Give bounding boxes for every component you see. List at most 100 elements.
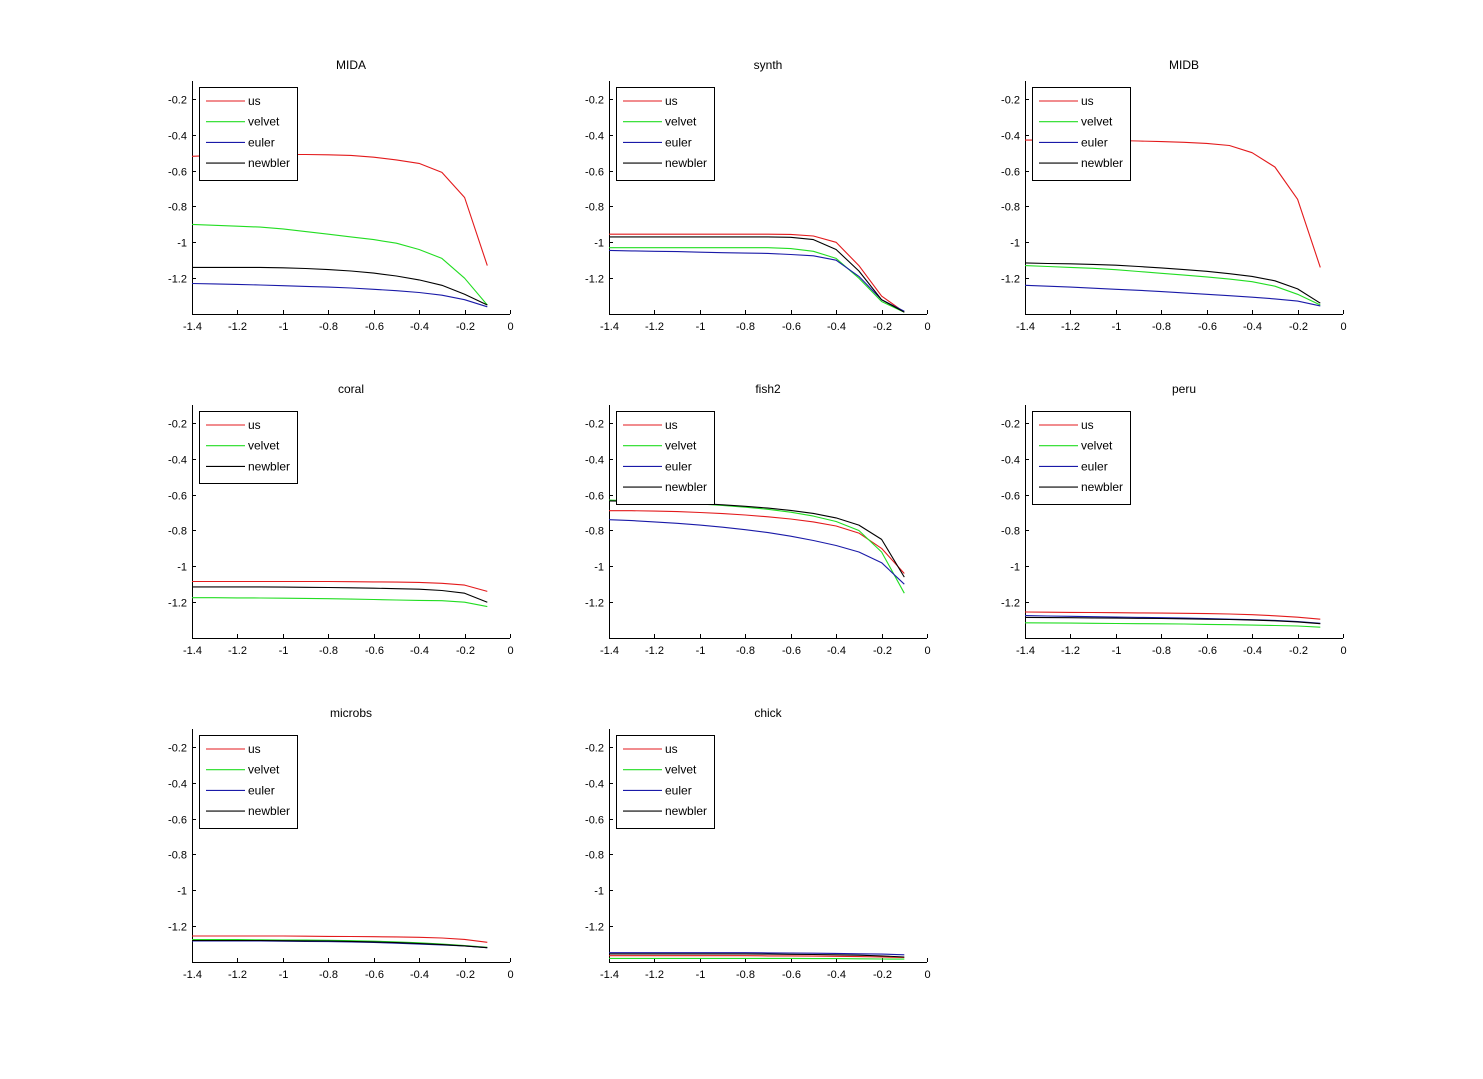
x-tick-label: -0.2 (873, 645, 892, 657)
chart-panel-mida: MIDA -1.4 -1.2 -1 -0.8 -0.6 -0.4 -0.2 0 -0.2 -0.4 -… (168, 58, 514, 333)
y-tick-label: -1.2 (1001, 598, 1020, 610)
y-tick-label: -0.2 (585, 95, 604, 107)
series-line-newbler (608, 500, 905, 578)
y-tick-label: -1.2 (1001, 274, 1020, 286)
x-tick-label: -1.4 (600, 969, 619, 981)
y-tick-label: -0.4 (1001, 131, 1020, 143)
x-tick-label: -1 (279, 645, 289, 657)
x-tick-label: -0.4 (410, 969, 429, 981)
chart-panel-microbs: microbs -1.4 -1.2 -1 -0.8 -0.6 -0.4 -0.2 0 -0.2 -0… (168, 706, 514, 981)
x-tick-label: -1.2 (1061, 321, 1080, 333)
y-tick-label: -1 (594, 886, 604, 898)
x-tick-label: -1.2 (1061, 645, 1080, 657)
y-tick-label: -1.2 (585, 598, 604, 610)
y-tick-label: -0.2 (585, 743, 604, 755)
series-line-newbler (192, 939, 488, 949)
x-tick-label: -0.4 (410, 645, 429, 657)
legend-label-velvet: velvet (1081, 439, 1113, 453)
series-line-euler (608, 249, 905, 312)
y-tick-label: -0.6 (168, 491, 187, 503)
legend-box (616, 87, 715, 181)
legend-label-velvet: velvet (248, 115, 280, 129)
y-tick-label: -0.8 (1001, 526, 1020, 538)
x-tick-label: -0.8 (736, 969, 755, 981)
x-tick-label: -0.2 (873, 321, 892, 333)
series-line-us (609, 510, 905, 574)
x-tick-label: -1 (279, 321, 289, 333)
y-tick-label: -1 (177, 238, 187, 250)
legend: us velvet euler newbler (1032, 87, 1131, 181)
x-tick-label: -0.2 (456, 321, 475, 333)
chart-title: MIDB (1169, 58, 1199, 72)
x-tick-label: -0.4 (827, 321, 846, 333)
legend-label-newbler: newbler (665, 156, 707, 170)
legend-label-us: us (248, 418, 261, 432)
y-tick-label: -0.8 (585, 202, 604, 214)
x-tick-label: -1.4 (183, 321, 202, 333)
chart-title: synth (754, 58, 783, 72)
x-tick-label: -1.4 (600, 645, 619, 657)
legend-label-euler: euler (665, 783, 692, 797)
x-tick-label: -0.4 (410, 321, 429, 333)
y-tick-label: -0.8 (1001, 202, 1020, 214)
legend-box (616, 735, 715, 829)
y-tick-label: -0.4 (168, 131, 187, 143)
x-tick-label: -1.2 (228, 321, 247, 333)
x-tick-label: -1.2 (645, 321, 664, 333)
legend-label-euler: euler (248, 135, 275, 149)
x-tick-label: 0 (924, 969, 930, 981)
y-tick-label: -0.6 (585, 815, 604, 827)
y-tick-label: -0.8 (585, 526, 604, 538)
series-line-velvet (192, 597, 488, 608)
legend-label-us: us (665, 94, 678, 108)
x-tick-label: -1.2 (228, 645, 247, 657)
y-tick-label: -1.2 (585, 922, 604, 934)
legend-box (199, 87, 298, 181)
legend-label-us: us (1081, 94, 1094, 108)
chart-panel-chick: chick -1.4 -1.2 -1 -0.8 -0.6 -0.4 -0.2 0 -0.2 -0.4… (585, 706, 931, 981)
y-tick-label: -0.6 (585, 491, 604, 503)
x-tick-label: -1.2 (228, 969, 247, 981)
x-tick-label: -1.4 (1016, 321, 1035, 333)
series-line-us (609, 233, 905, 313)
series-line-velvet (608, 499, 905, 594)
y-tick-label: -1.2 (168, 922, 187, 934)
legend-label-newbler: newbler (665, 804, 707, 818)
x-tick-label: 0 (924, 645, 930, 657)
x-tick-label: -0.6 (365, 321, 384, 333)
series-line-newbler (1024, 262, 1321, 304)
legend-label-euler: euler (248, 783, 275, 797)
x-tick-label: -1 (1112, 321, 1122, 333)
x-tick-label: -0.6 (782, 969, 801, 981)
x-tick-label: -0.8 (736, 645, 755, 657)
y-tick-label: -1 (177, 886, 187, 898)
series-line-newbler (609, 953, 905, 958)
series-line-velvet (1024, 622, 1321, 628)
y-tick-label: -1 (594, 238, 604, 250)
x-tick-label: -1 (1112, 645, 1122, 657)
legend-label-euler: euler (1081, 459, 1108, 473)
series-line-us (192, 935, 488, 943)
y-tick-label: -0.4 (1001, 455, 1020, 467)
legend-label-velvet: velvet (665, 115, 697, 129)
x-tick-label: -0.2 (1289, 321, 1308, 333)
x-tick-label: -1.4 (183, 969, 202, 981)
series-line-newbler (1024, 616, 1321, 625)
chart-panel-fish2: fish2 -1.4 -1.2 -1 -0.8 -0.6 -0.4 -0.2 0 -0.2 -0.4… (585, 382, 931, 657)
x-tick-label: -0.4 (1243, 321, 1262, 333)
legend: us velvet newbler (199, 411, 298, 485)
y-tick-label: -0.2 (585, 419, 604, 431)
y-tick-label: -0.2 (168, 95, 187, 107)
x-tick-label: -0.8 (1152, 645, 1171, 657)
y-tick-label: -0.8 (168, 850, 187, 862)
y-tick-label: -0.2 (1001, 419, 1020, 431)
x-tick-label: -0.8 (736, 321, 755, 333)
x-tick-label: -0.6 (782, 321, 801, 333)
chart-panel-midb: MIDB -1.4 -1.2 -1 -0.8 -0.6 -0.4 -0.2 0 -0.2 -0.4 -… (1001, 58, 1347, 333)
series-line-newbler (192, 586, 488, 603)
legend-label-us: us (248, 94, 261, 108)
legend: us velvet euler newbler (616, 735, 715, 829)
chart-title: MIDA (336, 58, 366, 72)
series-line-velvet (1024, 265, 1321, 306)
x-tick-label: -0.8 (319, 645, 338, 657)
